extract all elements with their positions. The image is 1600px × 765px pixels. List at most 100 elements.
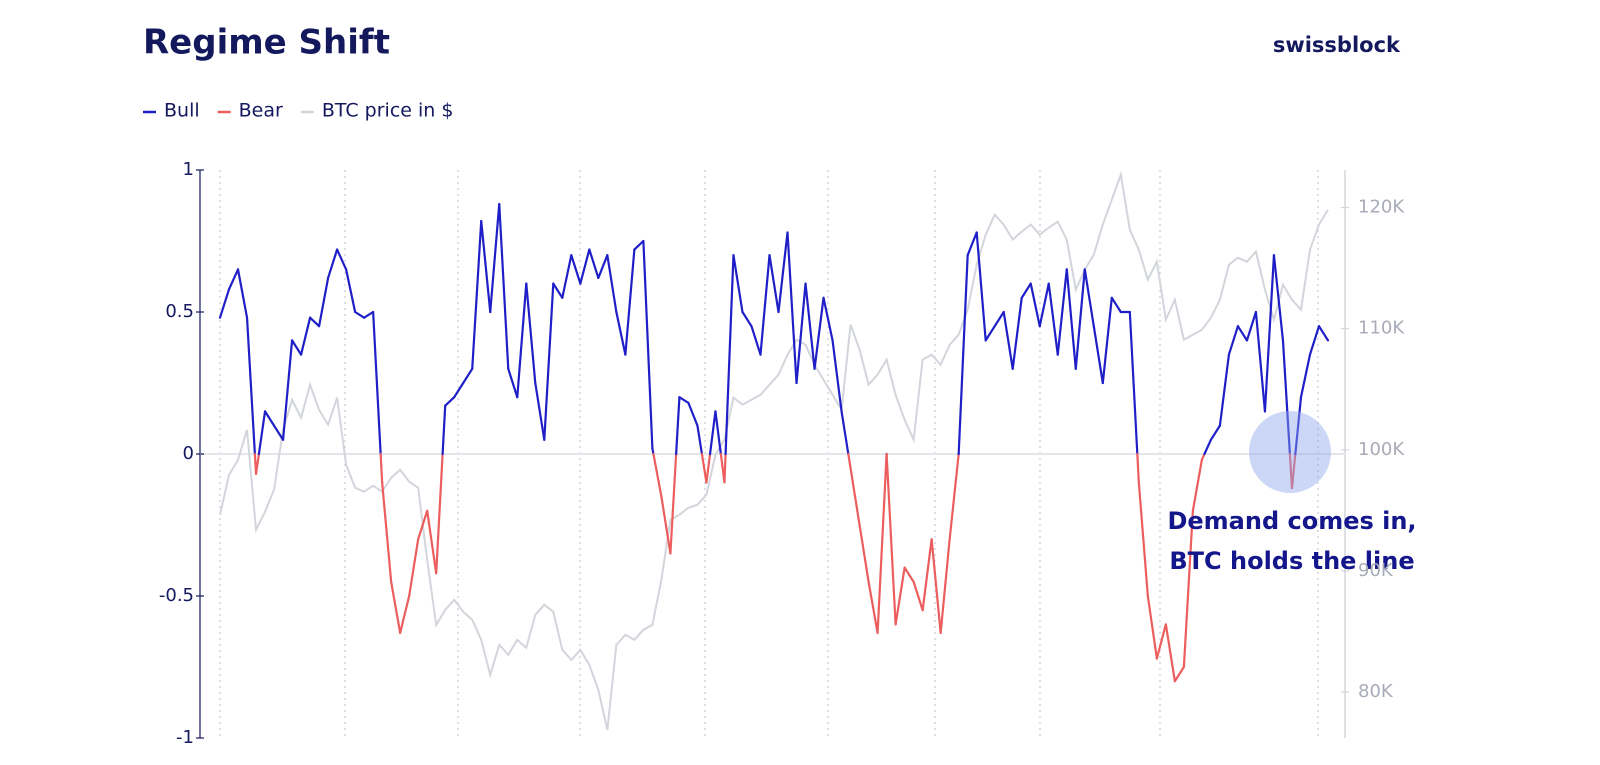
regime-segment	[930, 538, 942, 635]
regime-segment	[1203, 438, 1212, 456]
regime-segment	[1317, 325, 1330, 342]
regime-segment	[624, 248, 636, 356]
regime-segment	[498, 202, 510, 370]
regime-segment	[1290, 452, 1297, 490]
regime-segment	[516, 282, 528, 399]
regime-segment	[435, 452, 444, 575]
regime-segment	[822, 296, 834, 342]
regime-segment	[462, 367, 474, 385]
regime-segment	[552, 282, 564, 299]
regime-segment	[708, 410, 717, 456]
regime-segment	[795, 282, 807, 385]
annotation: Demand comes in,	[1167, 507, 1416, 535]
regime-segment	[1038, 282, 1050, 328]
regime-segment	[588, 248, 600, 280]
regime-segment	[399, 594, 411, 635]
regime-segment	[444, 396, 456, 407]
regime-segment	[1263, 254, 1276, 413]
regime-segment	[714, 410, 722, 456]
regime-segment	[326, 248, 339, 280]
regime-segment	[363, 310, 375, 319]
regime-segment	[408, 538, 420, 598]
regime-segment	[489, 202, 501, 314]
regime-segment	[597, 254, 609, 280]
regime-segment	[308, 316, 321, 328]
legend-label: Bull	[164, 100, 200, 122]
regime-segment	[1272, 254, 1285, 342]
regime-segment	[272, 424, 285, 441]
regime-segment	[263, 410, 276, 427]
legend-label: BTC price in $	[322, 100, 454, 122]
regime-segment	[675, 396, 681, 456]
regime-segment	[561, 254, 573, 299]
regime-segment	[939, 538, 951, 635]
regime-segment	[525, 282, 537, 385]
regime-segment	[1083, 268, 1095, 328]
regime-segment	[678, 396, 690, 404]
regime-segment	[813, 296, 825, 370]
regime-segment	[570, 254, 582, 285]
regime-segment	[453, 381, 465, 399]
regime-segment	[759, 254, 771, 356]
regime-segment	[1011, 296, 1023, 370]
regime-segment	[257, 410, 267, 456]
y-tick-label: -0.5	[159, 585, 194, 606]
y2-tick-label: 90K	[1358, 560, 1394, 581]
regime-segment	[372, 310, 382, 456]
regime-segment	[426, 509, 438, 575]
regime-segment	[912, 580, 924, 612]
regime-segment	[354, 310, 366, 319]
regime-segment	[724, 254, 735, 456]
regime-segment	[281, 339, 294, 441]
regime-segment	[579, 248, 591, 285]
chart-title: Regime Shift	[143, 23, 390, 63]
regime-segment	[876, 452, 888, 635]
regime-segment	[858, 523, 870, 583]
regime-segment	[768, 254, 780, 314]
regime-segment	[1136, 452, 1140, 484]
regime-segment	[1245, 310, 1258, 342]
regime-segment	[227, 268, 240, 291]
regime-segment	[1236, 325, 1249, 342]
regime-segment	[966, 231, 978, 257]
regime-segment	[705, 452, 712, 484]
regime-segment	[1110, 296, 1122, 314]
regime-segment	[885, 452, 897, 626]
regime-segment	[390, 580, 402, 635]
regime-segment	[1101, 296, 1113, 385]
plot	[200, 170, 1345, 731]
regime-segment	[236, 268, 249, 319]
regime-segment	[379, 452, 384, 484]
regime-segment	[471, 220, 483, 370]
annotation: BTC holds the line	[1169, 547, 1414, 575]
regime-segment	[777, 231, 789, 314]
regime-segment	[1128, 310, 1139, 456]
regime-segment	[975, 231, 987, 342]
regime-segment	[290, 339, 303, 356]
regime-segment	[847, 452, 852, 470]
btc-price-line	[219, 170, 1329, 731]
regime-segment	[750, 325, 762, 356]
regime-segment	[543, 282, 555, 441]
regime-segment	[642, 239, 654, 450]
y-tick-label: 1	[183, 159, 194, 180]
regime-segment	[687, 401, 699, 427]
regime-segment	[921, 538, 933, 612]
y2-tick-label: 80K	[1358, 681, 1394, 702]
y2-tick-label: 120K	[1358, 197, 1405, 218]
regime-segment	[867, 580, 879, 635]
regime-segment	[1308, 325, 1321, 356]
regime-segment	[741, 310, 753, 328]
regime-segment	[534, 381, 546, 441]
regime-segment	[948, 452, 960, 541]
regime-segment	[669, 452, 678, 555]
regime-segment	[507, 367, 519, 399]
regime-segment	[804, 282, 816, 370]
regime-segment	[218, 288, 231, 319]
regime-segment	[723, 452, 727, 484]
regime-segment	[849, 467, 861, 527]
regime-segment	[1146, 594, 1158, 660]
regime-segment	[831, 339, 843, 413]
regime-segment	[1294, 396, 1303, 456]
